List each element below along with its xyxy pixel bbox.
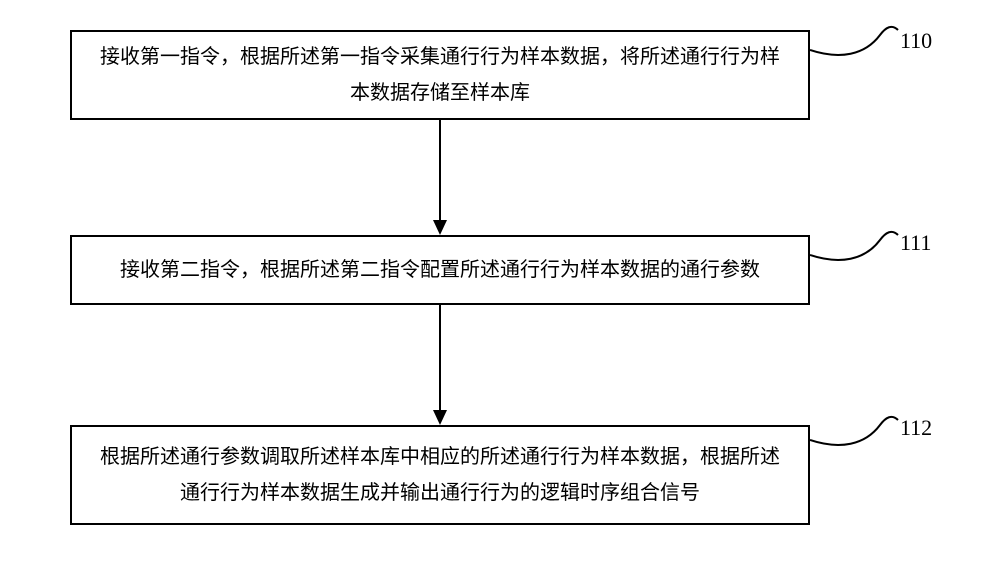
curve-marker-110 [810,20,900,70]
curve-marker-112 [810,410,900,460]
node-text: 根据所述通行参数调取所述样本库中相应的所述通行行为样本数据，根据所述通行行为样本… [92,439,788,511]
node-label-110: 110 [900,28,932,54]
node-label-112: 112 [900,415,932,441]
flowchart-node-112: 根据所述通行参数调取所述样本库中相应的所述通行行为样本数据，根据所述通行行为样本… [70,425,810,525]
flowchart-node-110: 接收第一指令，根据所述第一指令采集通行行为样本数据，将所述通行行为样本数据存储至… [70,30,810,120]
flowchart-container: 接收第一指令，根据所述第一指令采集通行行为样本数据，将所述通行行为样本数据存储至… [0,0,1000,580]
edge-111-112 [430,305,450,425]
node-text: 接收第一指令，根据所述第一指令采集通行行为样本数据，将所述通行行为样本数据存储至… [92,39,788,111]
edge-110-111 [430,120,450,235]
node-label-111: 111 [900,230,931,256]
node-text: 接收第二指令，根据所述第二指令配置所述通行行为样本数据的通行参数 [120,252,760,288]
flowchart-node-111: 接收第二指令，根据所述第二指令配置所述通行行为样本数据的通行参数 [70,235,810,305]
curve-marker-111 [810,225,900,275]
